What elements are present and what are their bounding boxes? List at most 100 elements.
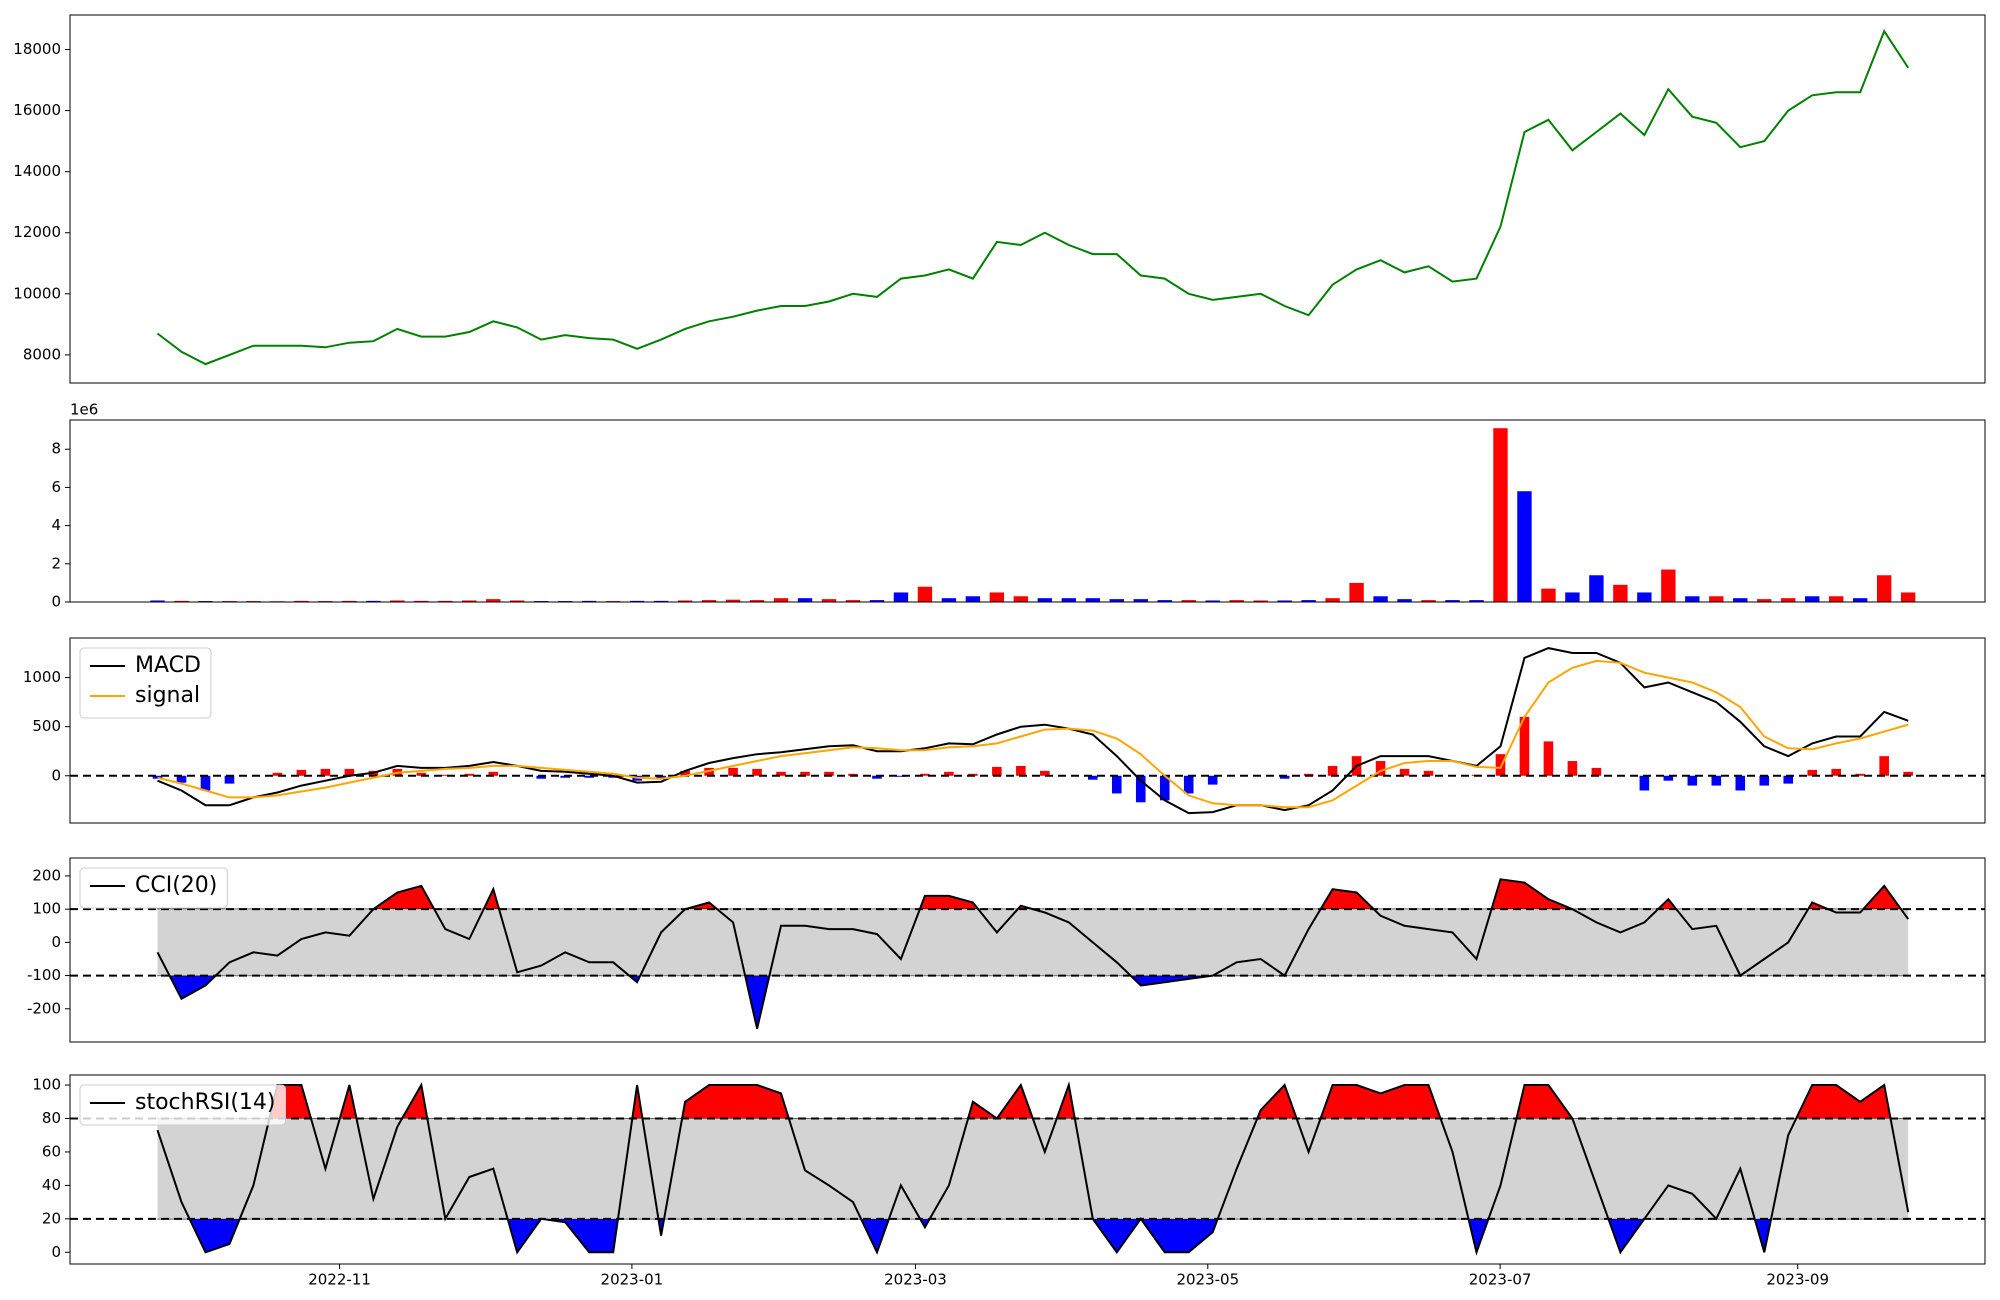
- bar: [1757, 599, 1772, 602]
- histogram-bar: [1423, 770, 1434, 776]
- bar: [1876, 575, 1892, 602]
- histogram-bar: [1399, 768, 1410, 776]
- histogram-bar: [440, 774, 451, 776]
- y-tick-label: 200: [32, 866, 61, 884]
- histogram-bar: [1159, 775, 1170, 801]
- histogram-bar: [752, 768, 762, 776]
- bar: [893, 592, 909, 602]
- panel: -200 -100 0 100 200 CCI(20): [27, 857, 1986, 1043]
- bar: [1781, 598, 1796, 602]
- histogram-bar: [920, 773, 930, 776]
- histogram-bar: [1040, 770, 1050, 776]
- bar: [1805, 596, 1820, 602]
- bar: [1349, 582, 1364, 602]
- line: [157, 659, 1909, 809]
- histogram-bar: [200, 775, 211, 791]
- histogram-bar: [536, 775, 547, 779]
- legend-label: stochRSI(14): [135, 1090, 276, 1115]
- bar: [1133, 599, 1148, 602]
- bar: [390, 600, 405, 602]
- bar: [1565, 592, 1580, 602]
- histogram-bar: [1687, 775, 1698, 786]
- bar: [1325, 598, 1340, 602]
- y-tick-label: 8: [51, 440, 61, 458]
- offset-label: 1e6: [70, 401, 98, 419]
- bar: [174, 600, 189, 602]
- histogram-bar: [1759, 775, 1770, 786]
- band: [157, 909, 1909, 976]
- y-tick-label: 60: [42, 1142, 61, 1160]
- plot-area: [70, 878, 1985, 1029]
- y-tick-label: -200: [27, 999, 61, 1017]
- bar: [989, 592, 1005, 602]
- y-tick-label: 80: [42, 1109, 61, 1127]
- x-tick-label: 2022-11: [308, 1271, 371, 1289]
- y-tick-label: 2: [51, 554, 61, 572]
- y-tick-label: 1000: [23, 668, 61, 686]
- line: [157, 647, 1909, 815]
- legend-label: signal: [135, 683, 200, 708]
- histogram-bar: [1639, 775, 1650, 791]
- histogram-bar: [992, 766, 1002, 776]
- panel: 0 20 40 60 80 100 stochRSI(14): [32, 1074, 1986, 1265]
- bar: [821, 599, 837, 602]
- y-tick-label: 0: [51, 766, 61, 784]
- histogram-bar: [824, 771, 834, 776]
- histogram-bar: [1111, 775, 1122, 794]
- legend: stochRSI(14): [79, 1084, 286, 1126]
- axes-frame: [69, 857, 1986, 1043]
- bar: [869, 600, 885, 602]
- y-tick-label: 40: [42, 1176, 61, 1194]
- legend: MACD signal: [79, 647, 212, 719]
- histogram-bar: [224, 775, 235, 784]
- legend-label: CCI(20): [135, 873, 217, 898]
- y-tick-label: 4: [51, 516, 61, 534]
- bar: [677, 600, 693, 602]
- histogram-bar: [1279, 775, 1290, 779]
- histogram-bar: [152, 775, 163, 779]
- bar: [294, 600, 309, 602]
- x-tick-label: 2023-05: [1176, 1271, 1239, 1289]
- y-tick-label: 16000: [13, 101, 61, 119]
- histogram-bar: [1327, 765, 1338, 776]
- plot-area: [150, 428, 1916, 602]
- bar: [1061, 598, 1077, 602]
- x-tick-label: 2023-03: [884, 1271, 947, 1289]
- plot-area: [156, 29, 1910, 366]
- legend-box: [79, 1084, 286, 1126]
- plot-area: [70, 1081, 1985, 1256]
- bar: [1493, 428, 1508, 602]
- histogram-bar: [1783, 775, 1794, 784]
- y-tick-label: 12000: [13, 223, 61, 241]
- line: [156, 878, 1910, 1029]
- axes-frame: [69, 419, 1986, 603]
- bar: [965, 596, 981, 602]
- histogram-bar: [1087, 775, 1098, 780]
- y-tick-label: 20: [42, 1209, 61, 1227]
- histogram-bar: [1016, 765, 1026, 776]
- histogram-bar: [1831, 768, 1842, 776]
- bar: [1589, 575, 1604, 602]
- bar: [366, 600, 381, 602]
- bar: [1733, 598, 1748, 602]
- bar: [1900, 592, 1916, 602]
- band: [157, 1118, 1909, 1219]
- bar: [773, 598, 789, 602]
- histogram-bar: [1519, 716, 1530, 776]
- bar: [1613, 584, 1628, 602]
- axes-frame: [69, 14, 1986, 384]
- bar: [1709, 596, 1724, 602]
- histogram-bar: [776, 771, 786, 776]
- axes-frame: [69, 637, 1986, 824]
- bar: [1397, 599, 1412, 602]
- bar: [1037, 598, 1053, 602]
- bar: [701, 600, 717, 602]
- histogram-bar: [1207, 775, 1218, 785]
- bar: [725, 599, 741, 602]
- histogram-bar: [1591, 767, 1602, 776]
- panel: 0 2 4 6 8 1e6: [51, 401, 1986, 611]
- bar: [1445, 600, 1460, 602]
- bar: [486, 599, 501, 602]
- bar: [1157, 600, 1172, 602]
